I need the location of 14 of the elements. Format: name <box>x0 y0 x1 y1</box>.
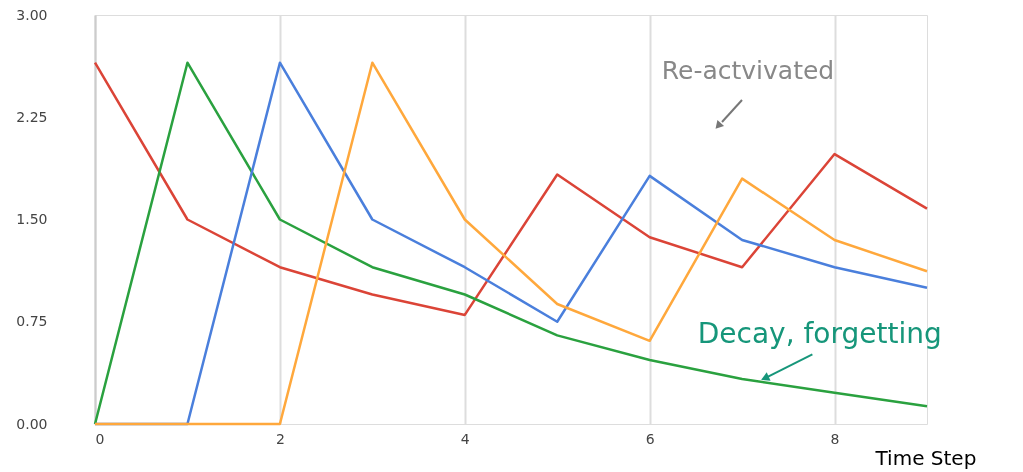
x-axis-title: Time Step <box>874 445 977 470</box>
y-tick-label: 0.00 <box>16 415 48 432</box>
x-tick-label: 0 <box>95 430 105 447</box>
y-tick-label: 2.25 <box>16 108 48 125</box>
y-tick-label: 1.50 <box>16 211 48 227</box>
y-tick-label: 3.00 <box>16 6 48 23</box>
y-tick-label: 0.75 <box>16 313 48 330</box>
x-tick-label: 6 <box>645 430 655 447</box>
line-series <box>93 61 929 317</box>
annotation: Decay, forgetting <box>697 317 942 351</box>
x-tick-label: 2 <box>275 430 285 447</box>
x-tick-label: 8 <box>830 430 840 447</box>
x-tick-label: 4 <box>460 430 470 447</box>
annotation: Re-actvivated <box>661 56 835 85</box>
